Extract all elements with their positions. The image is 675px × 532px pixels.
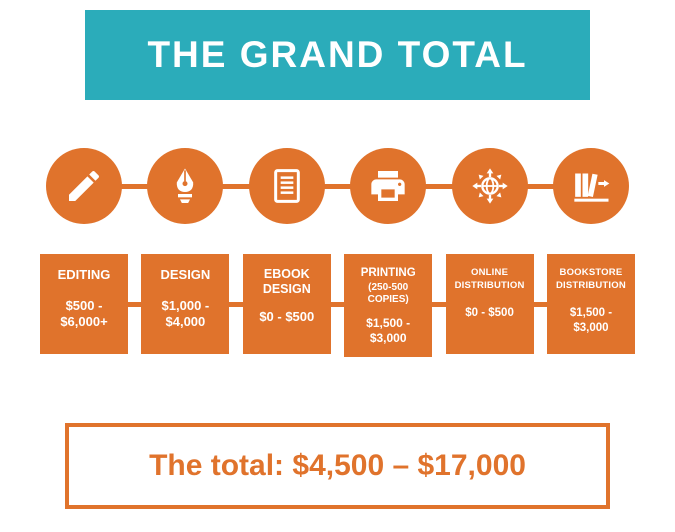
step-label: EDITING [57,267,111,282]
printer-icon [368,166,408,206]
globe-distribution-icon [470,166,510,206]
step-cost: $1,500 - $3,000 [569,306,613,334]
pencil-icon [64,166,104,206]
step-circle-ebook-design [248,148,325,224]
step-sublabel: (250-500 COPIES) [367,281,409,306]
step-circle-editing [46,148,122,224]
header-banner: THE GRAND TOTAL [85,10,590,100]
cost-box-bookstore-distribution: BOOKSTORE DISTRIBUTION $1,500 - $3,000 [546,254,635,354]
step-cost: $1,500 - $3,000 [366,315,411,346]
cost-boxes-row: EDITING $500 - $6,000+ DESIGN $1,000 - $… [0,254,675,357]
step-cost: $500 - $6,000+ [60,297,108,330]
grand-total-text: The total: $4,500 – $17,000 [149,448,526,482]
step-circle-printing [350,148,427,224]
step-cost: $1,000 - $4,000 [161,297,210,330]
step-circle-design [147,148,224,224]
step-label: PRINTING [360,267,416,279]
cost-box-printing: PRINTING (250-500 COPIES) $1,500 - $3,00… [344,254,433,357]
cost-box-editing: EDITING $500 - $6,000+ [40,254,128,354]
ebook-document-icon [267,166,307,206]
step-circle-online-distribution [451,148,528,224]
pen-nib-icon [165,166,205,206]
cost-box-design: DESIGN $1,000 - $4,000 [141,254,230,354]
step-label: ONLINE DISTRIBUTION [454,267,525,291]
step-label: DESIGN [160,267,211,282]
step-circle-bookstore-distribution [552,148,629,224]
icons-connector-line [84,183,591,189]
page-title: THE GRAND TOTAL [147,34,528,75]
cost-box-online-distribution: ONLINE DISTRIBUTION $0 - $500 [445,254,534,354]
step-label: BOOKSTORE DISTRIBUTION [555,267,626,291]
boxes-connector-line [40,302,635,307]
step-cost: $0 - $500 [465,306,514,319]
icons-row [0,148,675,224]
bookshelf-arrow-icon [571,166,611,206]
grand-total-box: The total: $4,500 – $17,000 [65,422,610,509]
step-cost: $0 - $500 [259,309,315,324]
cost-box-ebook-design: EBOOK DESIGN $0 - $500 [242,254,331,354]
step-label: EBOOK DESIGN [262,267,311,296]
